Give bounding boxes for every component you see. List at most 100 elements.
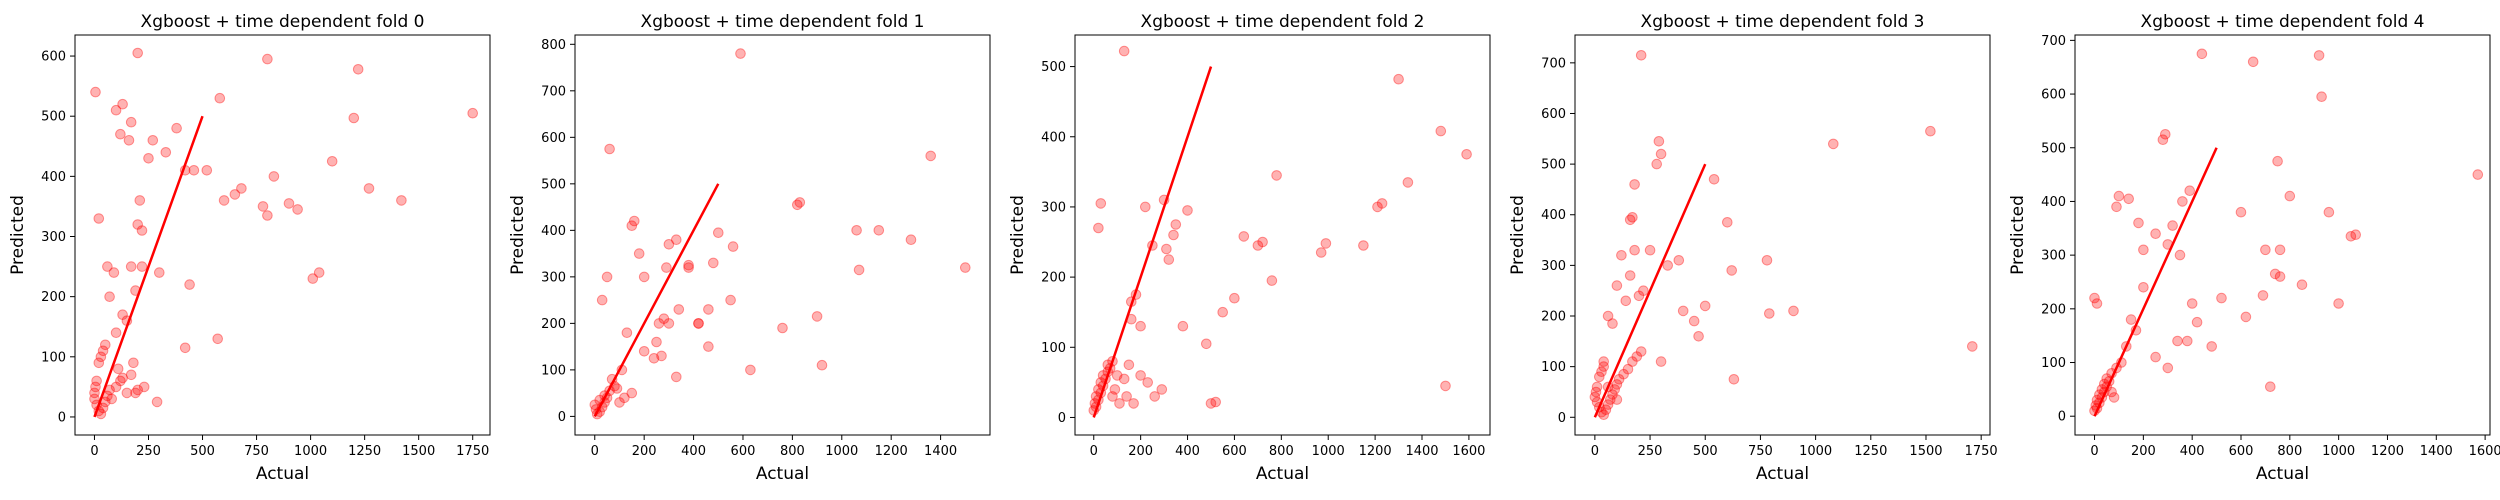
data-point (1688, 315, 1700, 327)
data-point (128, 357, 139, 369)
x-tick-label: 750 (1748, 444, 1773, 459)
data-point (2260, 244, 2271, 256)
data-point (1633, 290, 1645, 302)
data-point (130, 387, 141, 399)
plot-frame (74, 34, 491, 436)
data-point (1114, 398, 1125, 409)
data-point (2284, 190, 2296, 202)
data-point (1170, 219, 1182, 230)
data-point (91, 375, 102, 387)
data-point (2257, 290, 2269, 301)
data-point (1111, 370, 1123, 381)
data-point (1622, 363, 1634, 375)
data-point (1631, 351, 1643, 362)
data-point (2108, 392, 2120, 403)
y-tick-label: 0 (58, 410, 66, 425)
data-point (179, 342, 191, 354)
data-point (214, 92, 226, 104)
data-point (348, 112, 360, 124)
data-point (2333, 298, 2344, 309)
data-point (136, 225, 148, 236)
data-point (1142, 377, 1153, 388)
data-point (136, 261, 148, 272)
data-point (1118, 373, 1130, 385)
data-point (1722, 217, 1733, 228)
data-point (115, 375, 126, 387)
x-tick-label: 1000 (294, 444, 327, 459)
data-point (1372, 201, 1383, 213)
data-point (2345, 231, 2357, 242)
data-point (2196, 48, 2208, 60)
data-point (1598, 361, 1609, 372)
data-point (1149, 391, 1160, 402)
data-point (93, 213, 105, 224)
y-tick-label: 100 (1041, 341, 1066, 356)
data-point (117, 372, 128, 384)
data-point (1602, 310, 1614, 322)
data-point (629, 215, 640, 227)
data-point (1161, 243, 1172, 255)
data-point (125, 369, 137, 381)
y-tick-label: 100 (41, 350, 66, 365)
data-point (292, 204, 303, 215)
data-point (123, 135, 135, 146)
scatter-points (89, 47, 479, 420)
data-point (2240, 311, 2252, 323)
data-point (229, 189, 241, 200)
data-point (792, 199, 803, 211)
data-point (1627, 356, 1638, 367)
data-point (1121, 391, 1132, 402)
x-tick-label: 500 (1693, 444, 1718, 459)
y-axis-label: Predicted (2008, 195, 2028, 275)
data-point (2167, 220, 2178, 231)
data-point (2111, 201, 2122, 213)
plot-frame (574, 34, 991, 436)
data-point (138, 381, 150, 393)
data-point (1598, 409, 1609, 421)
data-point (1699, 300, 1711, 312)
data-point (2133, 217, 2144, 229)
data-point (97, 345, 109, 357)
data-point (2313, 50, 2325, 61)
data-point (2113, 190, 2125, 202)
y-tick-label: 0 (2058, 410, 2066, 425)
data-point (218, 195, 230, 206)
data-point (1726, 265, 1737, 276)
x-axis-label: Actual (2256, 464, 2309, 484)
data-point (1611, 394, 1623, 405)
data-point (2177, 196, 2188, 207)
x-tick-label: 1400 (2420, 444, 2453, 459)
data-point (1440, 380, 1451, 392)
data-point (693, 318, 704, 329)
data-point (2323, 206, 2335, 218)
data-point (112, 363, 124, 375)
data-point (283, 198, 295, 209)
y-tick-label: 200 (541, 317, 566, 332)
data-point (117, 309, 128, 321)
data-point (1609, 384, 1620, 395)
data-point (2182, 335, 2193, 347)
data-point (262, 210, 273, 221)
data-point (1728, 374, 1740, 385)
y-tick-label: 500 (2041, 141, 2066, 156)
data-point (604, 143, 615, 155)
data-point (1135, 370, 1146, 381)
x-axis-label: Actual (1256, 464, 1309, 484)
data-point (1629, 179, 1640, 190)
data-point (794, 197, 806, 208)
data-point (1605, 394, 1616, 405)
y-tick-label: 400 (1541, 208, 1566, 223)
y-tick-label: 600 (2041, 88, 2066, 103)
x-axis-label: Actual (756, 464, 809, 484)
data-point (1635, 50, 1647, 61)
data-point (663, 239, 675, 250)
data-point (1598, 356, 1609, 367)
data-point (851, 225, 862, 236)
data-point (151, 396, 163, 408)
data-point (2174, 249, 2186, 261)
data-point (143, 153, 154, 164)
data-point (1210, 396, 1221, 408)
data-point (467, 107, 479, 119)
x-tick-label: 600 (2229, 444, 2254, 459)
x-tick-label: 1500 (1909, 444, 1942, 459)
